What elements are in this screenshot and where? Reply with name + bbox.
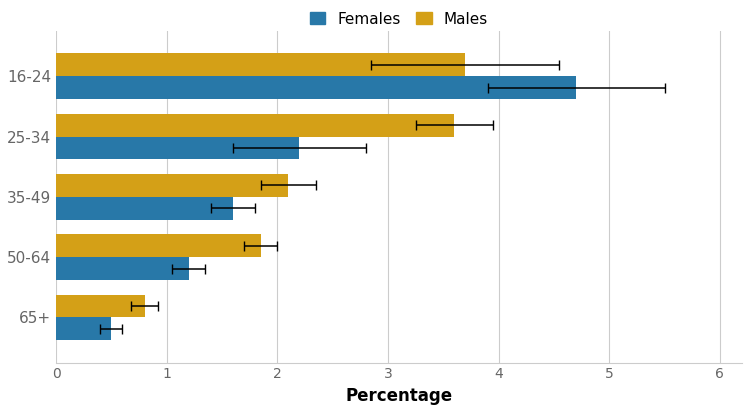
Bar: [56, 114, 455, 136]
Bar: [56, 257, 189, 280]
Bar: [56, 295, 145, 317]
Bar: [56, 234, 261, 257]
X-axis label: Percentage: Percentage: [345, 387, 452, 405]
Bar: [56, 197, 233, 220]
Bar: [56, 76, 576, 99]
Legend: Females, Males: Females, Males: [304, 5, 494, 33]
Bar: [56, 136, 300, 159]
Bar: [56, 317, 112, 340]
Bar: [56, 53, 465, 76]
Bar: [56, 174, 288, 197]
